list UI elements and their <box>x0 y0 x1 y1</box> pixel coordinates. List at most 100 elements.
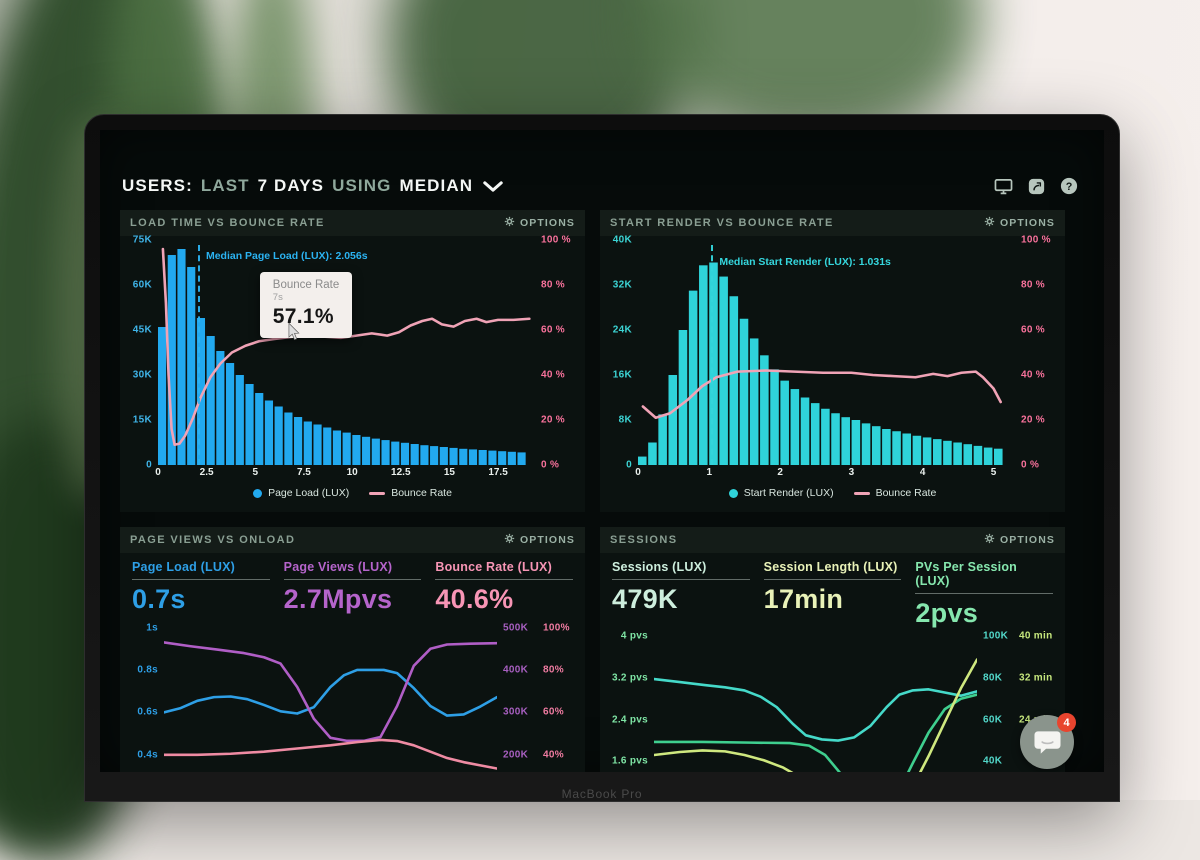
axis-tick: 40 % <box>541 369 565 381</box>
axis-tick: 30K <box>132 369 152 381</box>
options-label: OPTIONS <box>1000 534 1055 546</box>
axis-tick: 15K <box>132 414 152 426</box>
axis-tick: 40 min <box>1019 630 1053 642</box>
metric-sessions[interactable]: Sessions (LUX) 479K <box>612 560 750 629</box>
median-line <box>711 244 714 465</box>
axis-tick: 60% <box>543 706 564 718</box>
panel-title: START RENDER VS BOUNCE RATE <box>610 217 834 229</box>
metric-bounce-rate[interactable]: Bounce Rate (LUX) 40.6% <box>435 560 574 615</box>
panel-start-render-vs-bounce-rate: START RENDER VS BOUNCE RATE OPTIONS 40K 3… <box>600 210 1065 512</box>
axis-tick: 0 <box>146 459 152 471</box>
legend-dot-swatch <box>728 488 738 498</box>
axis-tick: 4 <box>919 467 926 478</box>
axis-tick: 5 <box>990 467 997 478</box>
axis-tick: 0 <box>635 467 641 478</box>
legend-label: Start Render (LUX) <box>743 487 834 499</box>
help-icon[interactable]: ? <box>1060 177 1078 195</box>
gear-icon <box>504 533 515 547</box>
x-axis-ticks: 0 2.5 5 7.5 10 12.5 15 17.5 <box>155 465 535 480</box>
metric-value: 40.6% <box>435 584 514 614</box>
plot-area[interactable] <box>654 631 977 772</box>
metric-page-views[interactable]: Page Views (LUX) 2.7Mpvs <box>283 560 422 615</box>
axis-tick: 8K <box>618 414 632 426</box>
legend-line-swatch <box>853 491 870 495</box>
line-plot <box>654 631 977 772</box>
dashboard-header: USERS: LAST 7 DAYS USING MEDIAN ? <box>122 172 1078 200</box>
metric-page-load[interactable]: Page Load (LUX) 0.7s <box>132 560 270 615</box>
metric-session-length[interactable]: Session Length (LUX) 17min <box>763 560 902 629</box>
legend-item-bounce-rate[interactable]: Bounce Rate <box>853 487 937 499</box>
metric-divider <box>612 579 750 580</box>
chat-widget-button[interactable]: 4 <box>1020 713 1076 769</box>
dashboard-title-dropdown[interactable]: USERS: LAST 7 DAYS USING MEDIAN <box>122 176 503 196</box>
axis-tick: 2.4 pvs <box>611 714 648 726</box>
panel-title: SESSIONS <box>610 534 678 546</box>
axis-tick: 20 % <box>1021 414 1045 426</box>
metric-divider <box>763 579 902 580</box>
axis-tick: 20 % <box>541 414 565 426</box>
plot-area[interactable]: Median Start Render (LUX): 1.031s <box>638 240 1015 465</box>
chart-legend: Start Render (LUX) Bounce Rate <box>600 487 1065 499</box>
panel-header: SESSIONS OPTIONS <box>600 527 1065 553</box>
legend-label: Bounce Rate <box>875 487 937 499</box>
axis-tick: 0.6s <box>137 706 158 718</box>
panel-header: START RENDER VS BOUNCE RATE OPTIONS <box>600 210 1065 236</box>
axis-tick: 100K <box>983 630 1009 642</box>
display-icon[interactable] <box>994 178 1013 195</box>
axis-tick: 0.8s <box>137 664 158 676</box>
chart-area: 4 pvs 3.2 pvs 2.4 pvs 1.6 pvs 100K 80K 60K 40K… <box>608 631 1057 772</box>
axis-tick: 40K <box>983 755 1003 767</box>
metric-value: 17min <box>763 584 844 614</box>
y-axis-right: 100 % 80 % 60 % 40 % 20 % 0 % <box>1015 235 1057 471</box>
options-label: OPTIONS <box>520 217 575 229</box>
axis-tick: 60K <box>132 279 152 291</box>
metric-strip: Sessions (LUX) 479K Session Length (LUX)… <box>600 553 1065 629</box>
axis-tick: 100 % <box>541 234 571 246</box>
axis-tick: 24K <box>612 324 632 336</box>
median-line <box>197 244 200 465</box>
options-button[interactable]: OPTIONS <box>984 533 1055 547</box>
header-icons: ? <box>994 177 1078 195</box>
axis-tick: 80% <box>543 664 564 676</box>
metric-strip: Page Load (LUX) 0.7s Page Views (LUX) 2.… <box>120 553 585 615</box>
metric-label: PVs Per Session (LUX) <box>915 560 1018 588</box>
options-button[interactable]: OPTIONS <box>504 533 575 547</box>
y-axis-left: 1s 0.8s 0.6s 0.4s <box>128 617 164 772</box>
plot-area[interactable] <box>164 617 497 772</box>
options-button[interactable]: OPTIONS <box>984 216 1055 230</box>
dashboard-screen: USERS: LAST 7 DAYS USING MEDIAN ? LOAD T… <box>100 130 1104 772</box>
axis-tick: 16K <box>612 369 632 381</box>
options-button[interactable]: OPTIONS <box>504 216 575 230</box>
metric-label: Page Load (LUX) <box>132 560 236 574</box>
axis-tick: 1s <box>146 622 158 634</box>
panel-load-time-vs-bounce-rate: LOAD TIME VS BOUNCE RATE OPTIONS 75K 60K 4… <box>120 210 585 512</box>
share-icon[interactable] <box>1028 178 1045 195</box>
line-plot <box>164 617 497 772</box>
axis-tick: 60 % <box>1021 324 1045 336</box>
legend-item-start-render[interactable]: Start Render (LUX) <box>728 487 834 499</box>
x-axis-ticks: 0 1 2 3 4 5 <box>635 465 1015 480</box>
axis-tick: 2 <box>777 467 783 478</box>
panel-header: PAGE VIEWS VS ONLOAD OPTIONS <box>120 527 585 553</box>
axis-tick: 400K <box>503 664 529 676</box>
histogram-plot <box>158 240 535 465</box>
axis-tick: 80 % <box>1021 279 1045 291</box>
legend-item-page-load[interactable]: Page Load (LUX) <box>253 487 349 499</box>
x-axis: 0 2.5 5 7.5 10 12.5 15 17.5 <box>128 465 577 480</box>
legend-label: Page Load (LUX) <box>268 487 350 499</box>
median-line-label: Median Start Render (LUX): 1.031s <box>719 255 891 268</box>
plot-area[interactable]: Median Page Load (LUX): 2.056s Bounce Ra… <box>158 240 535 465</box>
metric-value: 0.7s <box>132 584 186 614</box>
x-axis: 0 1 2 3 4 5 <box>608 465 1057 480</box>
title-using: USING <box>332 176 392 195</box>
metric-divider <box>915 593 1054 594</box>
legend-item-bounce-rate[interactable]: Bounce Rate <box>369 487 452 499</box>
panel-title: LOAD TIME VS BOUNCE RATE <box>130 217 325 229</box>
metric-divider <box>132 579 270 580</box>
axis-tick: 10 <box>346 467 358 478</box>
legend-dot-swatch <box>253 488 263 498</box>
metric-label: Bounce Rate (LUX) <box>435 560 552 574</box>
axis-tick: 3 <box>848 467 855 478</box>
axis-tick: 75K <box>132 234 152 246</box>
metric-pvs-per-session[interactable]: PVs Per Session (LUX) 2pvs <box>915 560 1054 629</box>
